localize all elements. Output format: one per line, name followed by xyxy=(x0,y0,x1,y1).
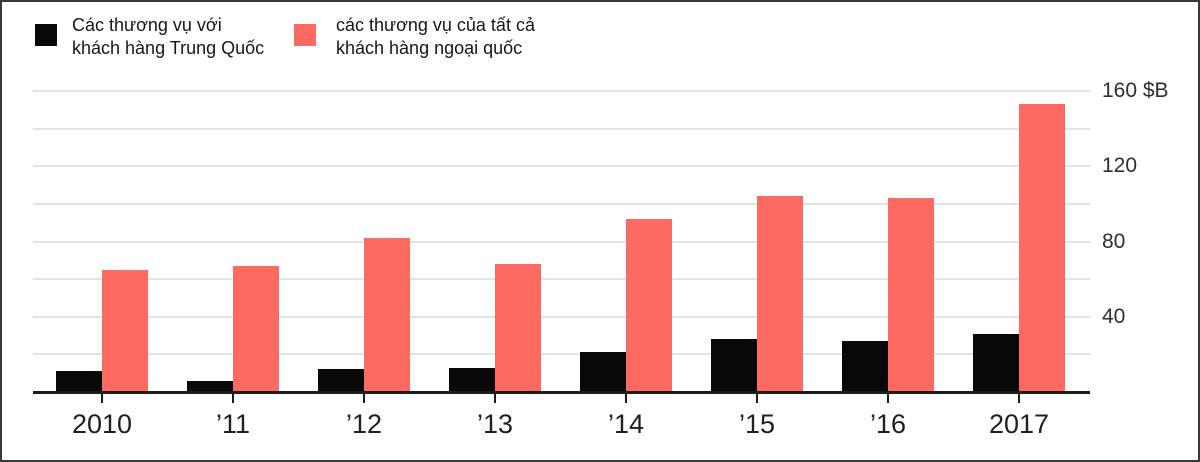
x-axis-label-13: ’13 xyxy=(476,409,514,439)
gridline-60 xyxy=(33,278,1090,281)
y-axis-label-160: 160 $B xyxy=(1102,79,1169,102)
foreign-series-label: các thương vụ của tất cả khách hàng ngoạ… xyxy=(336,14,535,60)
bar-china-14 xyxy=(580,352,626,392)
y-axis-label-120: 120 xyxy=(1102,154,1138,178)
china-series-label: Các thương vụ với khách hàng Trung Quốc xyxy=(72,14,264,60)
china-series-label-line1: Các thương vụ với xyxy=(72,15,222,35)
x-tick-14 xyxy=(625,393,627,403)
bar-china-12 xyxy=(318,369,364,392)
gridline-140 xyxy=(33,127,1090,130)
x-axis-label-15: ’15 xyxy=(738,409,776,439)
gridline-40 xyxy=(33,315,1090,318)
china-series-label-line2: khách hàng Trung Quốc xyxy=(72,38,265,58)
x-tick-2017 xyxy=(1018,393,1020,403)
bar-china-13 xyxy=(449,367,495,392)
x-axis-label-16: ’16 xyxy=(869,409,907,439)
x-axis-label-14: ’14 xyxy=(607,409,645,439)
bar-foreign-14 xyxy=(626,218,672,392)
bar-foreign-12 xyxy=(364,237,410,392)
bar-foreign-16 xyxy=(888,198,934,392)
china-series-swatch xyxy=(35,24,57,46)
bar-china-11 xyxy=(187,380,233,392)
gridline-120 xyxy=(33,165,1090,168)
y-axis-label-40: 40 xyxy=(1102,304,1126,328)
bar-china-2010 xyxy=(56,371,102,392)
x-axis-label-12: ’12 xyxy=(345,409,383,439)
foreign-series-label-line1: các thương vụ của tất cả xyxy=(336,15,535,35)
x-tick-12 xyxy=(363,393,365,403)
x-tick-16 xyxy=(887,393,889,403)
x-tick-2010 xyxy=(101,393,103,403)
bar-china-2017 xyxy=(973,333,1019,392)
bar-foreign-13 xyxy=(495,264,541,392)
x-axis-label-2010: 2010 xyxy=(71,409,133,439)
gridline-160 xyxy=(33,90,1090,92)
x-tick-11 xyxy=(232,393,234,403)
bar-china-16 xyxy=(842,341,888,392)
x-axis-line xyxy=(33,391,1090,394)
bar-foreign-2017 xyxy=(1019,104,1065,392)
gridline-80 xyxy=(33,240,1090,243)
foreign-series-label-line2: khách hàng ngoại quốc xyxy=(336,38,523,58)
gridline-100 xyxy=(33,202,1090,205)
x-tick-15 xyxy=(756,393,758,403)
x-axis-label-11: ’11 xyxy=(215,409,251,439)
bar-foreign-15 xyxy=(757,196,803,392)
y-axis-label-80: 80 xyxy=(1102,229,1126,253)
x-tick-13 xyxy=(494,393,496,403)
gridline-20 xyxy=(33,353,1090,356)
bar-foreign-11 xyxy=(233,265,279,392)
bar-foreign-2010 xyxy=(102,269,148,392)
foreign-series-swatch xyxy=(294,24,316,46)
bar-china-15 xyxy=(711,339,757,392)
x-axis-label-2017: 2017 xyxy=(988,409,1050,439)
